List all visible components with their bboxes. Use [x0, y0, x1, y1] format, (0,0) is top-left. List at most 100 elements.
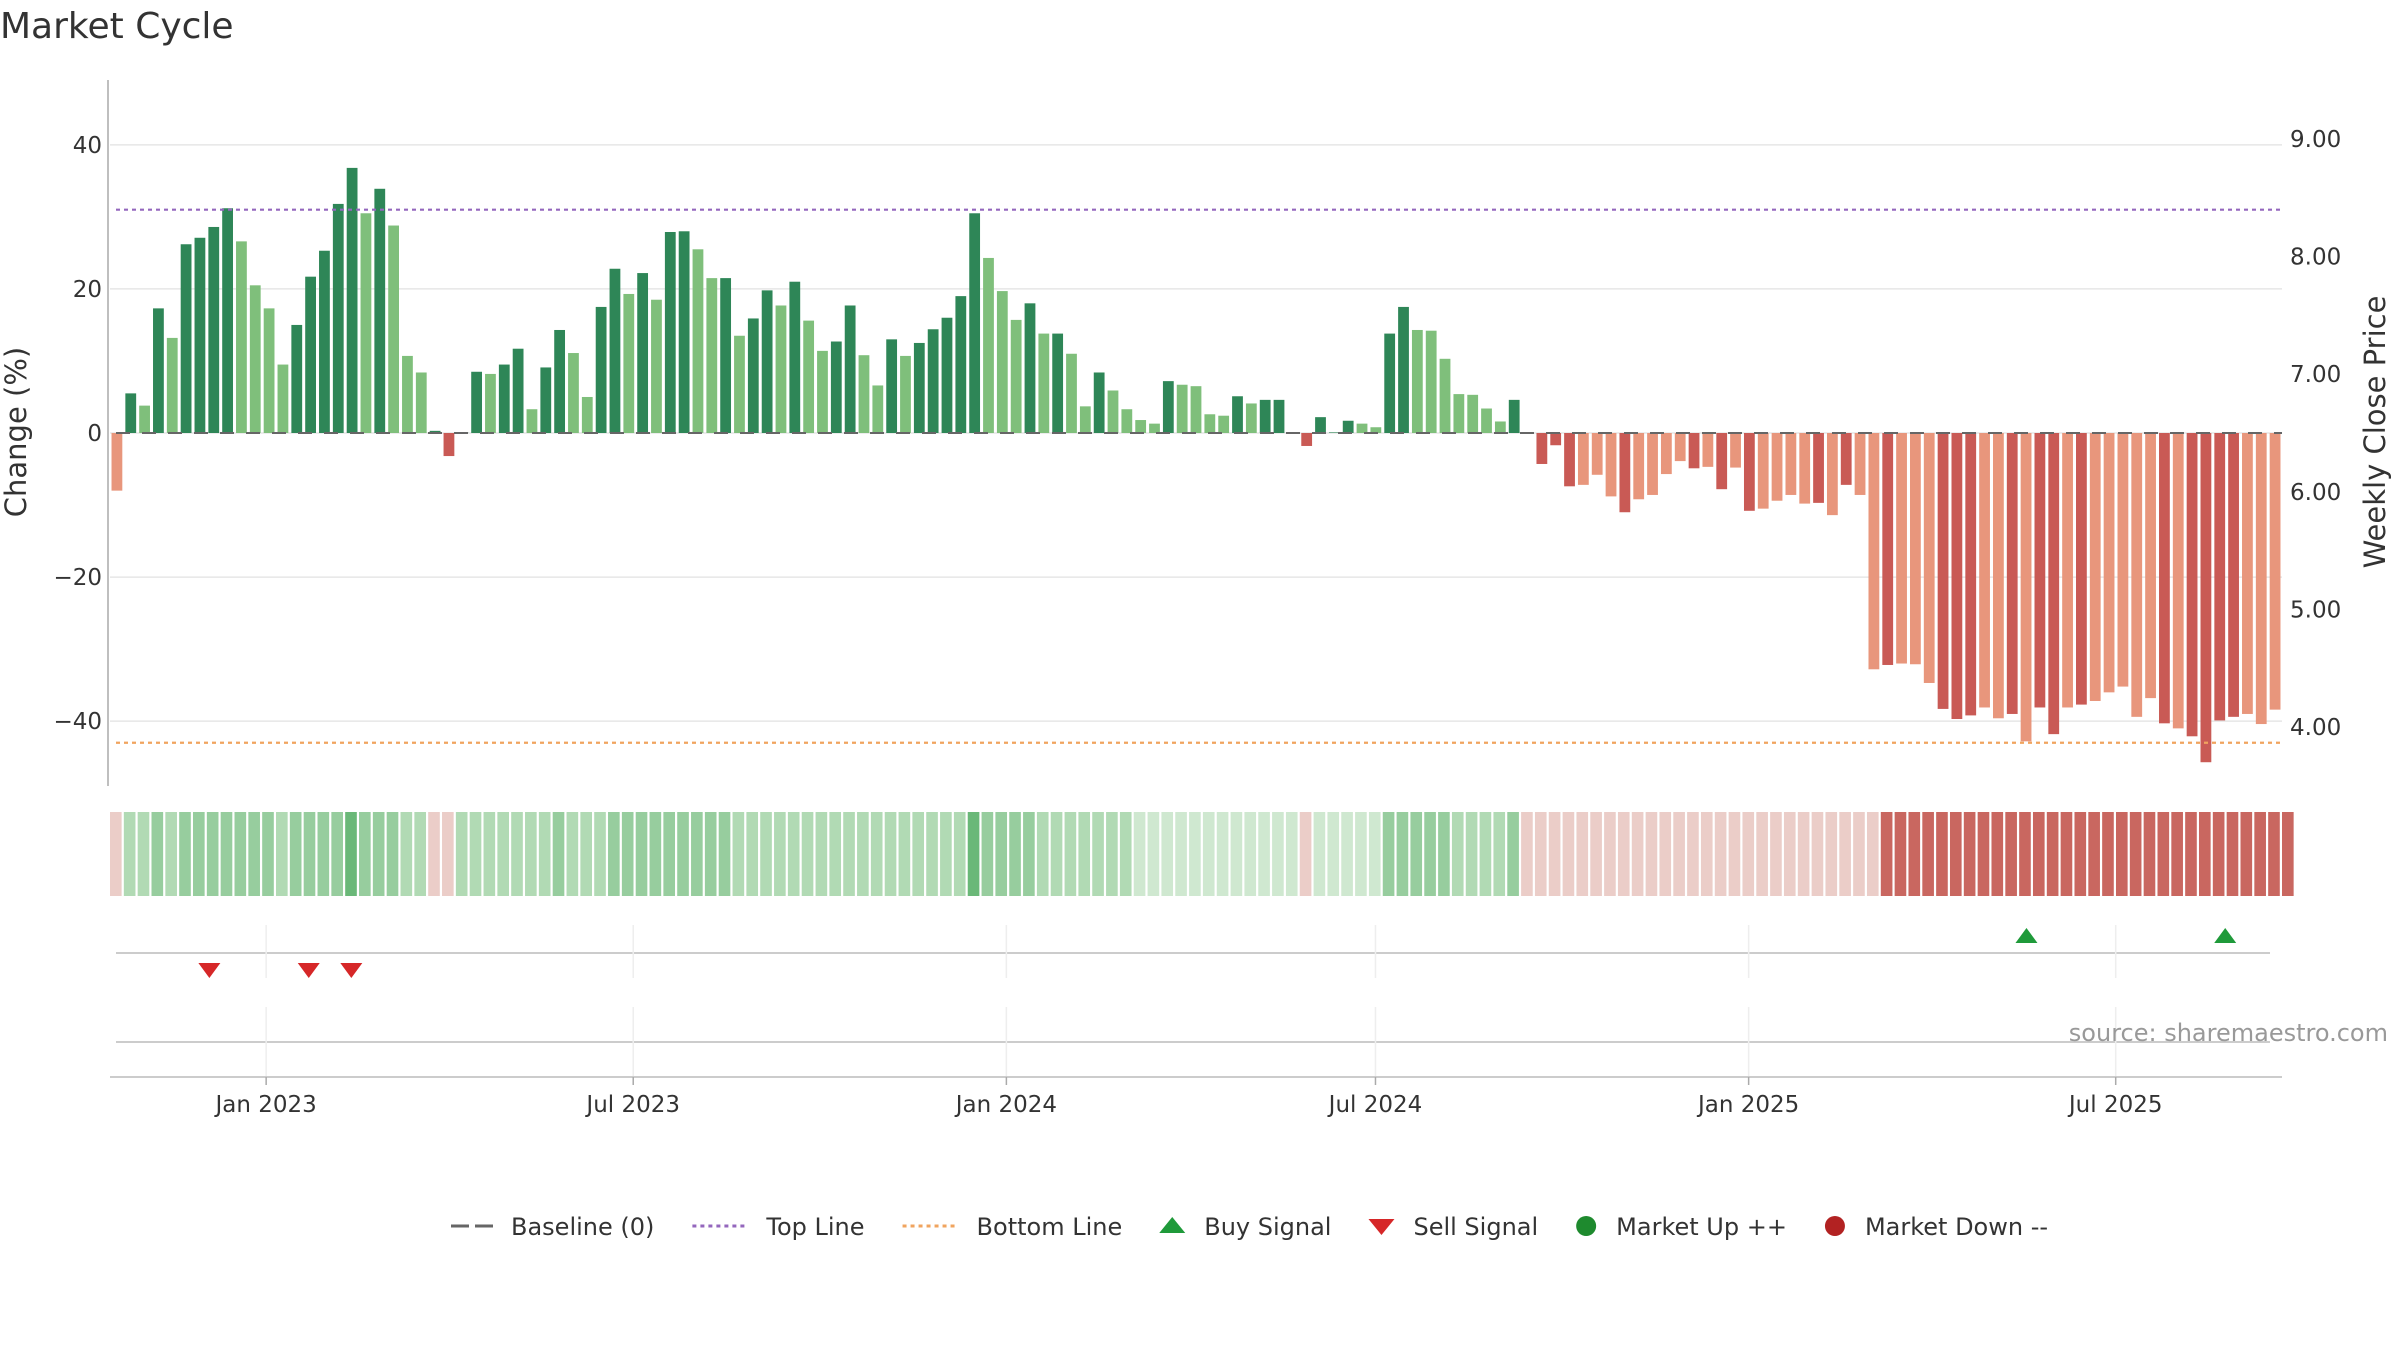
heat-cell-2024-10-20: [1562, 812, 1575, 896]
heat-cell-2023-07-02: [621, 812, 634, 896]
heat-cell-2025-04-13: [1908, 812, 1921, 896]
heat-cell-2023-10-15: [829, 812, 842, 896]
heat-cell-2023-12-31: [981, 812, 994, 896]
bar-2024-09-08: [1481, 408, 1492, 433]
heat-cell-2024-02-04: [1050, 812, 1063, 896]
heat-cell-2025-03-23: [1866, 812, 1879, 896]
heat-cell-2025-04-06: [1894, 812, 1907, 896]
heat-cell-2023-07-23: [663, 812, 676, 896]
legend-swatch-circle: [1576, 1216, 1597, 1236]
bar-2023-03-05: [388, 225, 400, 433]
y2-axis-title: Weekly Close Price: [2358, 296, 2392, 569]
heat-cell-2024-12-29: [1700, 812, 1713, 896]
bar-2024-10-27: [1577, 433, 1589, 485]
heat-cell-2024-01-28: [1036, 812, 1049, 896]
bar-2024-08-25: [1453, 394, 1465, 433]
bar-2024-06-30: [1342, 420, 1354, 433]
bar-2023-11-12: [886, 339, 898, 433]
bar-2024-12-22: [1688, 433, 1700, 469]
bar-2023-08-27: [734, 335, 745, 433]
bar-2022-10-16: [111, 433, 123, 491]
heat-cell-2023-02-19: [359, 812, 371, 896]
heat-cell-2024-10-13: [1548, 812, 1561, 896]
bar-2025-09-21: [2228, 433, 2239, 717]
heat-cell-2025-04-27: [1936, 812, 1948, 896]
heat-cell-2023-11-12: [884, 812, 897, 896]
heat-cell-2024-12-15: [1673, 812, 1685, 896]
heat-cell-2025-01-19: [1742, 812, 1755, 896]
heat-cell-2022-11-27: [193, 812, 205, 896]
heat-cell-2022-10-23: [123, 812, 136, 896]
x-tick-label-4: Jan 2025: [1696, 1092, 1799, 1118]
bar-2023-04-02: [443, 433, 455, 457]
chart-title: Market Cycle: [0, 6, 234, 47]
legend-swatch-buy: [1159, 1217, 1186, 1233]
bar-2023-07-09: [637, 273, 649, 433]
bar-2024-05-12: [1245, 403, 1257, 433]
bar-2025-03-23: [1868, 433, 1880, 670]
bar-2024-10-06: [1536, 433, 1548, 464]
bar-2023-12-31: [983, 257, 994, 433]
bar-2025-05-11: [1965, 433, 1977, 716]
bar-2025-08-03: [2131, 433, 2143, 717]
bar-2023-05-07: [512, 348, 524, 433]
heat-cell-2024-06-16: [1313, 812, 1326, 896]
legend-item-0: Baseline (0): [451, 1213, 654, 1241]
bar-2023-02-05: [332, 203, 344, 433]
heat-cell-2022-12-04: [206, 812, 219, 896]
bar-2024-10-13: [1550, 433, 1562, 446]
heat-cell-2025-06-08: [2019, 812, 2031, 896]
bar-2025-04-20: [1923, 433, 1935, 683]
heat-cell-2022-12-11: [220, 812, 233, 896]
bar-2025-01-19: [1743, 433, 1755, 511]
bar-2023-06-25: [609, 268, 621, 433]
heat-cell-2023-03-26: [428, 812, 440, 896]
bar-2022-10-23: [125, 393, 137, 433]
bar-2024-03-03: [1107, 390, 1119, 433]
bar-2024-02-18: [1079, 406, 1091, 433]
heat-cell-2022-11-13: [165, 812, 177, 896]
heat-cell-2024-12-01: [1645, 812, 1658, 896]
y-tick-label-3: −20: [53, 565, 102, 591]
bar-2025-08-24: [2172, 433, 2184, 729]
bar-2024-04-14: [1190, 386, 1202, 433]
heat-cell-2024-06-09: [1299, 812, 1312, 896]
bar-2024-01-28: [1038, 333, 1050, 433]
heat-cell-2025-10-12: [2268, 812, 2280, 896]
heat-cell-2024-07-21: [1382, 812, 1395, 896]
heat-cell-2024-09-29: [1521, 812, 1533, 896]
heat-cell-2024-03-31: [1161, 812, 1174, 896]
bar-2025-07-27: [2117, 433, 2129, 687]
heat-cell-2024-05-05: [1230, 812, 1243, 896]
bar-2025-01-26: [1757, 433, 1769, 509]
bar-2025-05-04: [1951, 433, 1963, 720]
bar-2023-01-01: [263, 308, 275, 433]
heat-cell-2023-06-11: [580, 812, 593, 896]
heat-cell-2023-10-08: [815, 812, 828, 896]
x-tick-label-3: Jul 2024: [1327, 1092, 1423, 1118]
bar-2025-06-08: [2020, 433, 2032, 742]
bar-2023-01-22: [305, 276, 316, 433]
bar-2025-02-02: [1771, 433, 1783, 501]
legend-item-3: Buy Signal: [1159, 1213, 1331, 1241]
bar-2025-06-01: [2006, 433, 2018, 714]
bar-2025-01-12: [1730, 433, 1741, 468]
heat-cell-2024-04-14: [1189, 812, 1201, 896]
heat-cell-2024-09-01: [1465, 812, 1478, 896]
bar-2023-01-15: [291, 324, 303, 433]
heat-cell-2024-08-04: [1410, 812, 1423, 896]
heat-cell-2023-06-25: [608, 812, 620, 896]
bar-2025-10-12: [2269, 433, 2281, 710]
bar-2025-06-29: [2062, 433, 2073, 708]
bar-2024-03-10: [1121, 409, 1133, 433]
bar-2024-08-18: [1439, 358, 1451, 433]
bar-2024-05-19: [1259, 399, 1271, 433]
bar-2023-04-30: [498, 364, 510, 433]
heat-cell-2025-05-18: [1977, 812, 1990, 896]
bar-2023-12-03: [927, 329, 939, 433]
bar-2022-10-30: [139, 405, 150, 433]
bar-2025-02-16: [1799, 433, 1811, 504]
bar-2023-12-24: [969, 213, 981, 433]
heat-cell-2024-01-21: [1023, 812, 1035, 896]
bar-2025-03-30: [1882, 433, 1894, 665]
